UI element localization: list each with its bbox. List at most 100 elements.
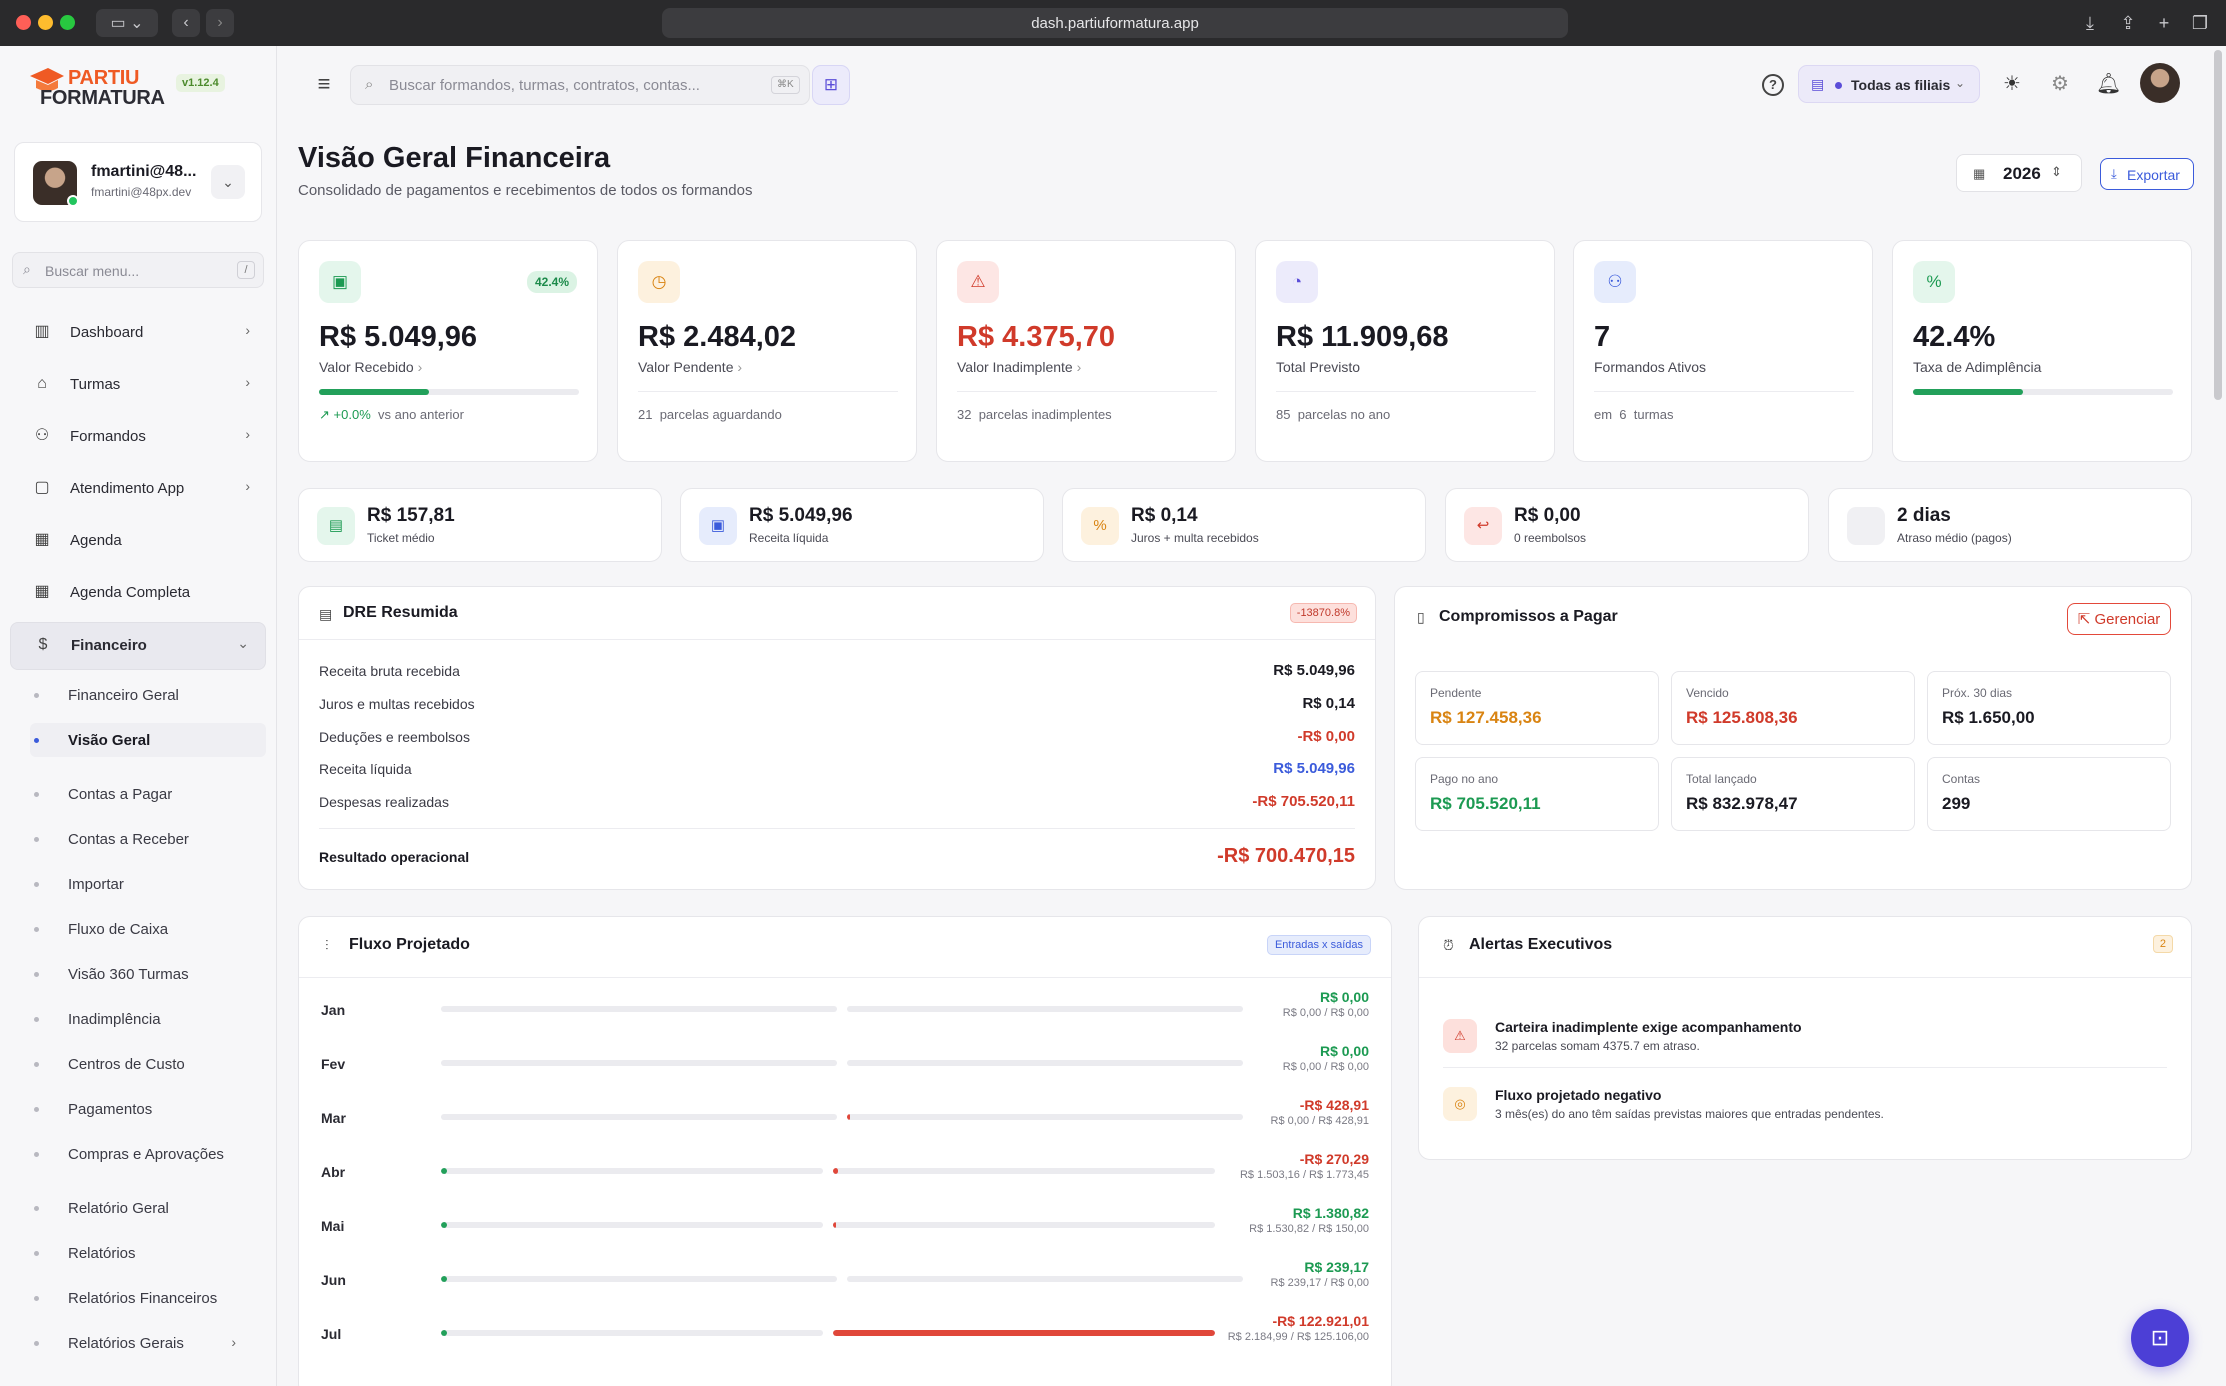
menu-search-input[interactable]: ⌕ Buscar menu... / [12,252,264,288]
settings-gear-icon[interactable]: ⚙ [2051,73,2069,95]
sidebar-subitem-visao-geral[interactable]: Visão Geral [30,723,266,757]
page-scrollbar[interactable] [2214,50,2222,400]
bullet-icon [34,693,39,698]
global-search-input[interactable]: ⌕ Buscar formandos, turmas, contratos, c… [350,65,810,105]
sidebar-subitem-label: Visão Geral [68,732,151,749]
kpi-taxa-adimplencia[interactable]: % 42.4% Taxa de Adimplência [1892,240,2192,462]
brand-line1: PARTIU [68,67,140,89]
menu-toggle-icon[interactable]: ≡ [317,71,331,96]
sidebar-item-atendimento-app[interactable]: ▢ Atendimento App › [10,466,266,510]
forward-icon[interactable]: › [206,9,234,37]
sidebar-subitem-label: Relatórios Gerais [68,1335,184,1352]
kpi-label: Total Previsto [1276,359,1361,375]
filial-selector[interactable]: ▤ Todas as filiais ⌄ [1798,65,1980,103]
kpi-formandos-ativos[interactable]: ⚇ 7 Formandos Ativos em 6 turmas [1573,240,1873,462]
sidebar-item-financeiro[interactable]: $ Financeiro ⌄ [10,622,266,670]
flow-out-fill [833,1168,839,1174]
sidebar-subitem-pagamentos[interactable]: Pagamentos [30,1092,266,1126]
kpi-valor-inadimplente[interactable]: ⚠ R$ 4.375,70 Valor Inadimplente › 32 pa… [936,240,1236,462]
sidebar-item-dashboard[interactable]: ▥ Dashboard › [10,310,266,354]
stat-reembolsos: ↩ R$ 0,00 0 reembolsos [1445,488,1809,562]
sidebar-subitem-inadimplencia[interactable]: Inadimplência [30,1002,266,1036]
flow-month: Fev [321,1056,346,1072]
sidebar-subitem-centros-de-custo[interactable]: Centros de Custo [30,1047,266,1081]
kpi-foot-text: parcelas no ano [1297,407,1391,422]
close-window-icon[interactable] [16,15,31,30]
warning-icon: ⚠ [957,261,999,303]
brand-logo[interactable]: PARTIU FORMATURA [28,64,168,112]
kpi-total-previsto[interactable]: ◔ R$ 11.909,68 Total Previsto 85 parcela… [1255,240,1555,462]
dre-result-label: Resultado operacional [319,849,470,865]
dre-row-label: Receita líquida [319,761,412,777]
comp-label: Total lançado [1686,772,1757,786]
kpi-badge: 42.4% [526,271,577,293]
flow-in-track [441,1114,837,1120]
export-button[interactable]: ⤓ Exportar [2100,158,2194,190]
sidebar-item-formandos[interactable]: ⚇ Formandos › [10,414,266,458]
download-icon: ⤓ [2111,166,2117,181]
sidebar-item-agenda[interactable]: ▦ Agenda [10,518,266,562]
comp-pago-no-ano: Pago no ano R$ 705.520,11 [1415,757,1659,831]
sidebar-subitem-relatorio-geral[interactable]: Relatório Geral [30,1191,266,1225]
sidebar-toggle-icon[interactable]: ▭ ⌄ [96,9,158,37]
sidebar-subitem-label: Contas a Receber [68,831,189,848]
sidebar-subitem-contas-a-receber[interactable]: Contas a Receber [30,822,266,856]
tabs-overview-icon[interactable]: ❐ [2191,13,2209,33]
dollar-icon: $ [38,636,48,653]
sidebar-subitem-compras-e-aprovacoes[interactable]: Compras e Aprovações [30,1137,266,1171]
sidebar-subitem-label: Importar [68,876,124,893]
sidebar-item-turmas[interactable]: ⌂ Turmas › [10,362,266,406]
manage-button[interactable]: ⇱ Gerenciar [2067,603,2171,635]
user-card[interactable]: fmartini@48... fmartini@48px.dev ⌄ [14,142,262,222]
comp-label: Contas [1942,772,1981,786]
flow-detail: R$ 239,17 / R$ 0,00 [1270,1277,1369,1289]
dre-result-row: Resultado operacional -R$ 700.470,15 [319,845,1355,875]
user-name: fmartini@48... [91,163,197,180]
flow-detail: R$ 2.184,99 / R$ 125.106,00 [1227,1331,1369,1343]
new-tab-icon[interactable]: + [2158,13,2170,33]
bullet-icon [34,1206,39,1211]
address-bar[interactable]: dash.partiuformatura.app [662,8,1568,38]
sidebar-subitem-financeiro-geral[interactable]: Financeiro Geral [30,678,266,712]
stat-ticket-medio: ▤ R$ 157,81 Ticket médio [298,488,662,562]
alertas-title: Alertas Executivos [1469,936,1613,953]
chevron-down-icon[interactable]: ⌄ [211,165,245,199]
assistant-bot-button[interactable]: ⊡ [2131,1309,2189,1367]
sidebar-subitem-visao-360-turmas[interactable]: Visão 360 Turmas [30,957,266,991]
help-icon[interactable]: ? [1762,74,1784,96]
filial-label: Todas as filiais [1851,77,1951,93]
minimize-window-icon[interactable] [38,15,53,30]
file-icon: ▯ [1417,609,1425,625]
sidebar-item-agenda-completa[interactable]: ▦ Agenda Completa [10,570,266,614]
profile-avatar[interactable] [2140,63,2180,103]
graduation-cap-icon: ⌂ [37,375,47,392]
kpi-valor-recebido[interactable]: ▣ 42.4% R$ 5.049,96 Valor Recebido › ↗ +… [298,240,598,462]
sidebar-subitem-importar[interactable]: Importar [30,867,266,901]
back-icon[interactable]: ‹ [172,9,200,37]
alert-count-badge: 2 [2152,935,2173,953]
sidebar-subitem-relatorios-financeiros[interactable]: Relatórios Financeiros [30,1281,266,1315]
sidebar-subitem-contas-a-pagar[interactable]: Contas a Pagar [30,777,266,811]
flow-row: Fev R$ 0,00 R$ 0,00 / R$ 0,00 [319,1043,1369,1083]
comp-value: R$ 125.808,36 [1686,708,1798,727]
theme-sun-icon[interactable]: ☀ [2003,73,2021,95]
share-icon[interactable]: ⇪ [2120,13,2136,33]
zoom-window-icon[interactable] [60,15,75,30]
kpi-valor-pendente[interactable]: ◷ R$ 2.484,02 Valor Pendente › 21 parcel… [617,240,917,462]
flow-out-track [847,1114,1243,1120]
online-status-icon [67,195,79,207]
sidebar-subitem-relatorios-gerais[interactable]: Relatórios Gerais › [30,1326,266,1360]
stat-value: R$ 5.049,96 [749,505,853,526]
sidebar-subitem-label: Visão 360 Turmas [68,966,189,983]
alert-item[interactable]: ◎ Fluxo projetado negativo 3 mês(es) do … [1443,1083,2167,1143]
download-icon[interactable]: ⤓ [2086,13,2094,33]
sidebar-subitem-label: Financeiro Geral [68,687,179,704]
year-selector[interactable]: ▦ 2026 ⇕ [1956,154,2082,192]
sidebar-subitem-label: Inadimplência [68,1011,161,1028]
quick-actions-icon[interactable]: ⊞ [812,65,850,105]
sidebar-subitem-fluxo-de-caixa[interactable]: Fluxo de Caixa [30,912,266,946]
sidebar-subitem-relatorios[interactable]: Relatórios [30,1236,266,1270]
dre-row-value: R$ 5.049,96 [1273,662,1355,679]
alert-item[interactable]: ⚠ Carteira inadimplente exige acompanham… [1443,1015,2167,1075]
notification-bell-icon[interactable]: 🔔︎ [2096,73,2122,95]
